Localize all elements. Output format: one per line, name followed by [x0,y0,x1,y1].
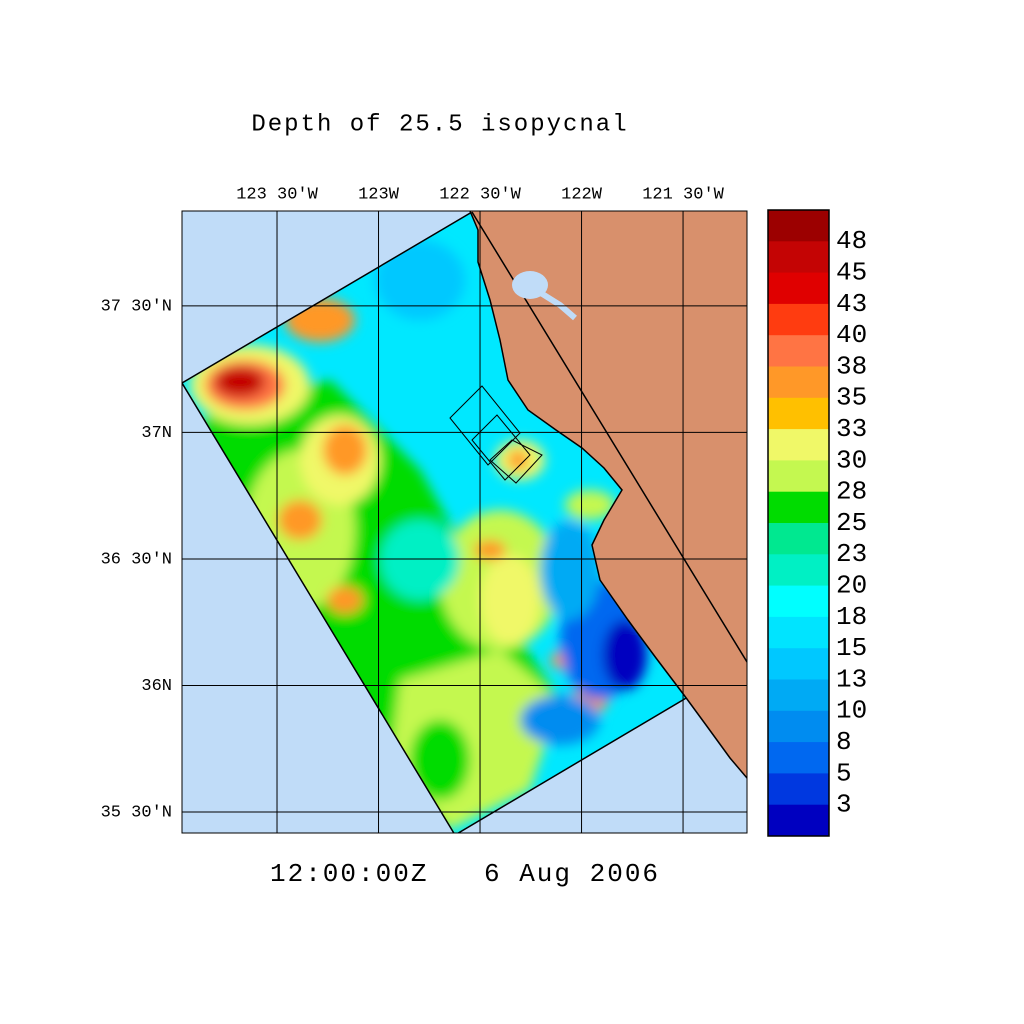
colorbar-label: 28 [836,477,867,507]
colorbar-label: 25 [836,508,867,538]
bay [518,277,577,321]
lat-tick-label: 37N [141,424,172,443]
map-title: Depth of 25.5 isopycnal [251,111,628,138]
lon-tick-label: 122W [561,185,603,204]
lat-tick-label: 36 30'N [101,550,172,569]
colorbar-band [768,804,829,837]
colorbar-band [768,710,829,743]
colorbar-band [768,554,829,587]
colorbar-label: 3 [836,790,852,820]
colorbar-band [768,210,829,242]
domain-edge [469,211,747,779]
colorbar-band [768,335,829,367]
colorbar-band [768,773,829,806]
lat-tick-label: 35 30'N [101,803,172,822]
map-frame [181,210,748,834]
land [470,211,747,778]
colorbar-label: 10 [836,696,867,726]
nested-grids [449,385,543,484]
lat-tick-label: 37 30'N [101,297,172,316]
colorbar-label: 30 [836,445,867,475]
lon-tick-label: 123 30'W [236,185,318,204]
time-label: 12:00:00Z [270,859,428,889]
colorbar-label: 15 [836,633,867,663]
colorbar-label: 38 [836,351,867,381]
colorbar-band [768,303,829,336]
colorbar-label: 18 [836,602,867,632]
colorbar-label: 45 [836,257,867,287]
colorbar-band [768,429,829,461]
colorbar-band [768,585,829,618]
colorbar-label: 13 [836,664,867,694]
colorbar-band [768,366,829,399]
date-label: 6 Aug 2006 [484,859,660,889]
colorbar-band [768,397,829,430]
lon-tick-label: 122 30'W [439,185,521,204]
colorbar-frame [767,209,830,837]
lat-tick-label: 36N [141,677,172,696]
colorbar-band [768,272,829,305]
colorbar-label: 43 [836,289,867,319]
colorbar-label: 40 [836,320,867,350]
colorbar-label: 8 [836,727,852,757]
model-domain [182,211,747,833]
colorbar-label: 20 [836,570,867,600]
colorbar-label: 48 [836,226,867,256]
colorbar-band [768,491,829,524]
lon-tick-label: 123W [358,185,400,204]
colorbar-label: 33 [836,414,867,444]
map-area [182,211,747,833]
colorbar-band [768,648,829,680]
colorbar-band [768,679,829,712]
colorbar-band [768,460,829,493]
lon-tick-label: 121 30'W [642,185,724,204]
colorbar-label: 35 [836,383,867,413]
colorbar-band [768,241,829,274]
colorbar-band [768,523,829,555]
colorbar-label: 23 [836,539,867,569]
colorbar-label: 5 [836,758,852,788]
colorbar-band [768,616,829,649]
colorbar-band [768,742,829,774]
